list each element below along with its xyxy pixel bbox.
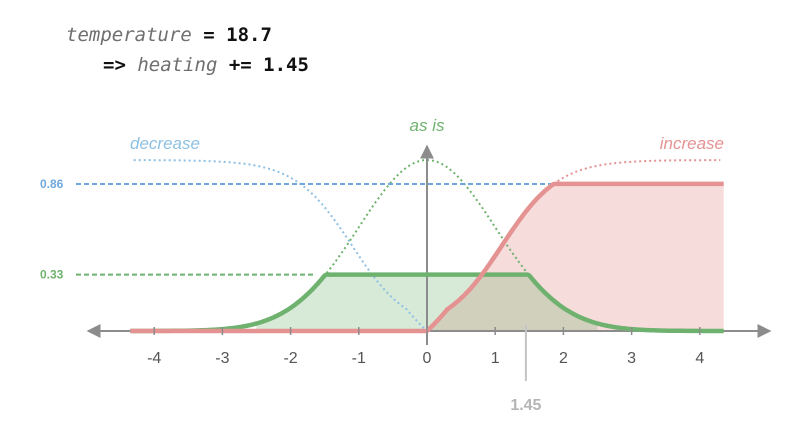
x-tick-label: 2 <box>559 350 568 367</box>
activation-label-increase: 0.86 <box>40 177 64 191</box>
series-labels: decrease as is increase <box>130 116 724 153</box>
x-tick-label: -3 <box>215 350 229 367</box>
input-variable: temperature <box>66 24 192 46</box>
x-tick-labels: -4 -3 -2 -1 0 1 2 3 4 <box>147 327 704 367</box>
x-tick-label: 3 <box>627 350 636 367</box>
x-tick-label: -2 <box>283 350 297 367</box>
x-tick-label: 4 <box>695 350 704 367</box>
activation-fills <box>256 183 724 331</box>
output-variable: heating <box>137 54 218 76</box>
arrow-operator: => <box>103 54 138 76</box>
x-tick-label: -1 <box>352 350 366 367</box>
x-tick-label: -4 <box>147 350 161 367</box>
output-marker: 1.45 <box>510 325 542 414</box>
increase-fill <box>427 183 724 331</box>
increment-operator: += <box>217 54 264 76</box>
series-label-decrease: decrease <box>130 134 200 153</box>
output-marker-label: 1.45 <box>510 397 541 414</box>
series-label-as-is: as is <box>410 116 445 135</box>
x-tick-label: 0 <box>423 350 432 367</box>
activation-guides: 0.86 0.33 <box>40 177 571 282</box>
as-is-clipped-curve <box>129 272 725 334</box>
x-tick-label: 1 <box>491 350 500 367</box>
series-label-increase: increase <box>660 134 724 153</box>
assign-operator: = <box>191 24 227 46</box>
code-line-heating: => heating += 1.45 <box>103 56 309 75</box>
activation-label-as-is: 0.33 <box>40 268 64 282</box>
code-line-temperature: temperature = 18.7 <box>66 26 272 45</box>
input-value: 18.7 <box>226 24 272 46</box>
output-value: 1.45 <box>263 54 309 76</box>
decrease-curve <box>133 159 428 332</box>
